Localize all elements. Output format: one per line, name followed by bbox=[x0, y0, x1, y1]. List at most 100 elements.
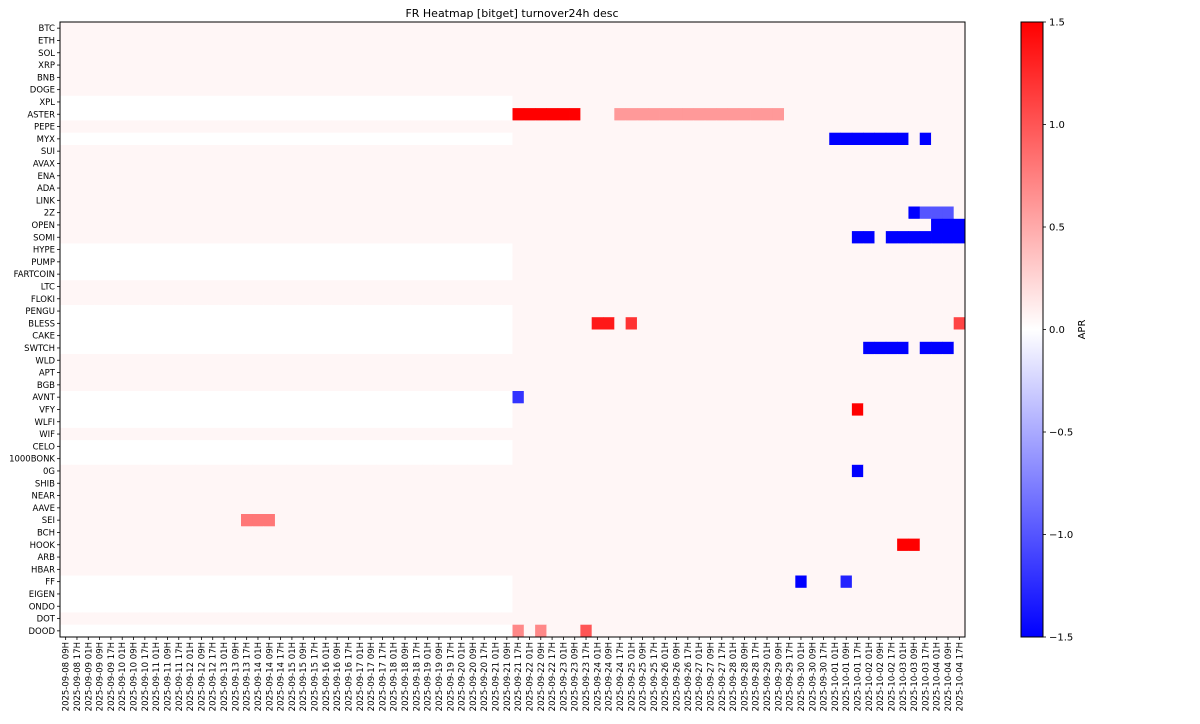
heatmap-cell bbox=[286, 194, 298, 207]
heatmap-cell bbox=[512, 108, 525, 121]
heatmap-cell bbox=[625, 71, 638, 84]
heatmap-cell bbox=[897, 378, 909, 392]
column-label: 2025-09-28 09H bbox=[740, 642, 750, 711]
heatmap-cell bbox=[274, 587, 287, 601]
heatmap-cell bbox=[919, 108, 932, 121]
heatmap-cell bbox=[716, 403, 728, 416]
heatmap-cell bbox=[207, 366, 219, 380]
heatmap-cell bbox=[218, 181, 231, 195]
heatmap-cell bbox=[478, 477, 491, 490]
heatmap-cell bbox=[750, 538, 762, 552]
heatmap-cell bbox=[603, 440, 615, 453]
heatmap-cell bbox=[840, 427, 853, 441]
heatmap-cell bbox=[93, 317, 106, 330]
heatmap-cell bbox=[840, 600, 853, 613]
heatmap-cell bbox=[433, 145, 446, 158]
heatmap-cell bbox=[591, 624, 604, 638]
heatmap-cell bbox=[354, 304, 366, 318]
heatmap-cell bbox=[636, 587, 649, 601]
heatmap-cell bbox=[331, 526, 344, 539]
heatmap-cell bbox=[150, 501, 163, 515]
heatmap-cell bbox=[738, 231, 751, 244]
heatmap-cell bbox=[399, 403, 412, 416]
heatmap-cell bbox=[455, 71, 468, 84]
heatmap-cell bbox=[410, 157, 423, 170]
heatmap-cell bbox=[795, 329, 808, 343]
heatmap-cell bbox=[229, 169, 242, 183]
heatmap-cell bbox=[670, 145, 683, 158]
heatmap-cell bbox=[750, 157, 762, 170]
heatmap-cell bbox=[523, 587, 536, 601]
heatmap-cell bbox=[535, 427, 547, 441]
heatmap-cell bbox=[580, 538, 593, 552]
heatmap-cell bbox=[591, 95, 604, 109]
heatmap-cell bbox=[252, 218, 265, 232]
heatmap-cell bbox=[297, 268, 310, 281]
heatmap-cell bbox=[399, 83, 412, 97]
heatmap-cell bbox=[331, 477, 344, 490]
heatmap-cell bbox=[636, 575, 649, 589]
heatmap-cell bbox=[455, 538, 468, 552]
heatmap-cell bbox=[455, 145, 468, 158]
heatmap-cell bbox=[704, 317, 717, 330]
heatmap-cell bbox=[874, 489, 887, 503]
heatmap-cell bbox=[580, 329, 593, 343]
heatmap-cell bbox=[331, 243, 344, 257]
heatmap-cell bbox=[580, 477, 593, 490]
heatmap-cell bbox=[388, 403, 400, 416]
heatmap-cell bbox=[489, 46, 502, 60]
heatmap-cell bbox=[286, 587, 298, 601]
heatmap-cell bbox=[489, 550, 502, 564]
heatmap-cell bbox=[693, 366, 706, 380]
heatmap-cell bbox=[422, 95, 434, 109]
heatmap-cell bbox=[82, 624, 95, 638]
heatmap-cell bbox=[241, 71, 253, 84]
heatmap-cell bbox=[772, 304, 785, 318]
heatmap-cell bbox=[263, 489, 276, 503]
heatmap-cell bbox=[885, 575, 898, 589]
heatmap-cell bbox=[184, 563, 197, 576]
heatmap-cell bbox=[331, 415, 344, 429]
heatmap-cell bbox=[806, 440, 819, 453]
heatmap-cell bbox=[320, 268, 332, 281]
heatmap-cell bbox=[761, 403, 774, 416]
heatmap-cell bbox=[874, 526, 887, 539]
heatmap-cell bbox=[467, 132, 479, 146]
heatmap-cell bbox=[761, 612, 774, 626]
heatmap-cell bbox=[252, 169, 265, 183]
heatmap-cell bbox=[207, 243, 219, 257]
heatmap-cell bbox=[195, 391, 208, 404]
heatmap-cell bbox=[354, 489, 366, 503]
heatmap-cell bbox=[523, 292, 536, 306]
heatmap-cell bbox=[535, 108, 547, 121]
heatmap-cell bbox=[693, 169, 706, 183]
heatmap-cell bbox=[376, 157, 389, 170]
heatmap-cell bbox=[207, 83, 219, 97]
heatmap-cell bbox=[851, 452, 864, 466]
heatmap-cell bbox=[693, 132, 706, 146]
heatmap-cell bbox=[195, 612, 208, 626]
heatmap-cell bbox=[342, 58, 355, 72]
heatmap-cell bbox=[354, 563, 366, 576]
heatmap-cell bbox=[444, 514, 457, 527]
heatmap-cell bbox=[218, 624, 231, 638]
heatmap-cell bbox=[478, 341, 491, 355]
heatmap-cell bbox=[693, 304, 706, 318]
heatmap-cell bbox=[523, 329, 536, 343]
heatmap-cell bbox=[523, 563, 536, 576]
heatmap-cell bbox=[817, 71, 830, 84]
heatmap-cell bbox=[636, 600, 649, 613]
heatmap-cell bbox=[207, 600, 219, 613]
heatmap-cell bbox=[489, 108, 502, 121]
heatmap-cell bbox=[354, 329, 366, 343]
heatmap-cell bbox=[308, 22, 321, 35]
heatmap-cell bbox=[670, 181, 683, 195]
heatmap-cell bbox=[772, 243, 785, 257]
heatmap-cell bbox=[422, 391, 434, 404]
heatmap-cell bbox=[71, 255, 84, 269]
row-label: NEAR bbox=[32, 492, 56, 502]
heatmap-cell bbox=[71, 440, 84, 453]
heatmap-cell bbox=[829, 317, 841, 330]
heatmap-cell bbox=[410, 427, 423, 441]
heatmap-cell bbox=[885, 440, 898, 453]
